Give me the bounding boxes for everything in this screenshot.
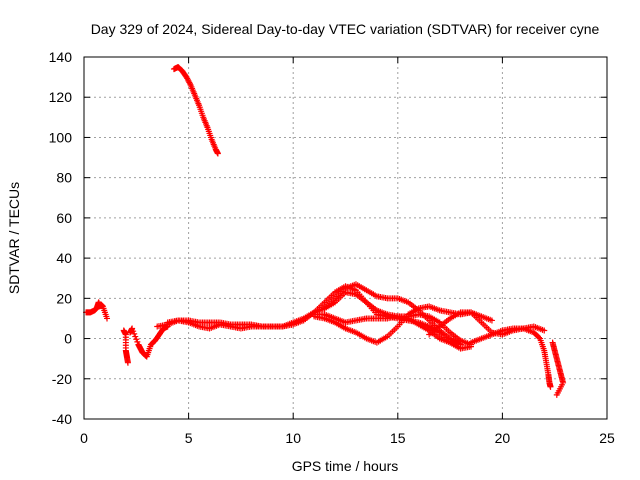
data-point	[132, 333, 139, 340]
data-point	[104, 315, 111, 322]
y-axis-label: SDTVAR / TECUs	[6, 182, 22, 294]
y-tick-label: -20	[52, 371, 72, 387]
y-tick-label: 40	[56, 250, 72, 266]
data-point	[541, 327, 548, 334]
data-point	[553, 391, 560, 398]
x-tick-label: 10	[285, 430, 301, 446]
series-late-drop	[468, 325, 567, 398]
data-point	[185, 78, 192, 85]
y-tick-label: 80	[56, 170, 72, 186]
series-early-isolated	[83, 299, 111, 322]
data-point	[130, 328, 137, 335]
x-tick-label: 15	[390, 430, 406, 446]
data-points	[83, 64, 567, 398]
x-tick-label: 0	[80, 430, 88, 446]
plot-frame	[83, 56, 608, 420]
axis-ticks	[83, 56, 608, 420]
x-axis-label: GPS time / hours	[292, 458, 399, 474]
y-tick-label: 140	[49, 49, 73, 65]
y-tick-label: 60	[56, 210, 72, 226]
series-high-arc	[170, 64, 221, 157]
data-point	[457, 341, 464, 348]
grid-lines	[84, 57, 607, 419]
y-tick-label: 0	[64, 331, 72, 347]
data-point	[186, 80, 193, 87]
y-tick-label: -40	[52, 411, 72, 427]
data-point	[131, 330, 138, 337]
data-point	[214, 150, 221, 157]
x-tick-label: 20	[495, 430, 511, 446]
x-tick-label: 5	[185, 430, 193, 446]
data-point	[143, 352, 150, 359]
x-tick-label: 25	[599, 430, 615, 446]
y-tick-label: 120	[49, 89, 73, 105]
series-early-dip	[120, 323, 171, 366]
data-point	[547, 383, 554, 390]
data-point	[186, 79, 193, 86]
data-point	[134, 338, 141, 345]
data-point	[133, 336, 140, 343]
data-point	[184, 75, 191, 82]
data-point	[536, 334, 543, 341]
data-point	[124, 359, 131, 366]
data-point	[184, 76, 191, 83]
chart-title: Day 329 of 2024, Sidereal Day-to-day VTE…	[91, 21, 600, 37]
data-point	[488, 317, 495, 324]
axis-tick-labels: 0 5 10 15 20 25 -40 -20 0 20 40 60 80 100 120 140	[49, 49, 615, 446]
data-point	[129, 325, 136, 332]
y-tick-label: 20	[56, 290, 72, 306]
y-tick-label: 100	[49, 129, 73, 145]
data-point	[183, 74, 190, 81]
